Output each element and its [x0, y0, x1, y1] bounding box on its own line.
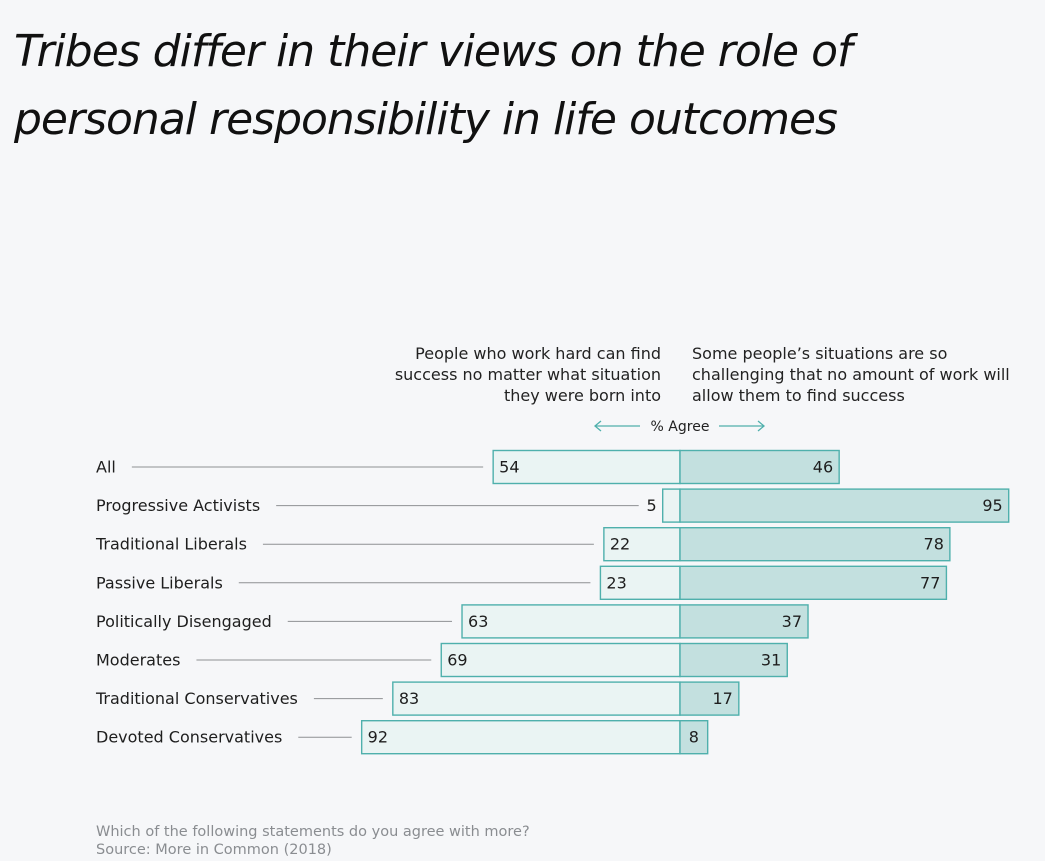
- chart-row: Progressive Activists 5 95: [96, 488, 1010, 523]
- right-value-label: 46: [813, 458, 833, 477]
- right-value-label: 95: [982, 496, 1002, 515]
- left-value-label: 63: [468, 612, 488, 631]
- chart-row: Traditional Conservatives 83 17: [95, 681, 740, 716]
- chart-row: Traditional Liberals 22 78: [95, 527, 951, 562]
- right-bar: [679, 449, 840, 485]
- chart-rows: All 54 46 Progressive Activists 5 95 Tradition…: [95, 449, 1010, 755]
- category-label: Traditional Liberals: [95, 535, 247, 554]
- left-value-label: 23: [606, 573, 626, 592]
- left-statement-header: People who work hard can find success no…: [394, 344, 661, 405]
- axis-label: % Agree: [651, 419, 710, 435]
- right-value-label: 78: [924, 535, 944, 554]
- category-label: Traditional Conservatives: [95, 689, 298, 708]
- right-bar: [679, 488, 1010, 523]
- left-bar: [492, 449, 681, 485]
- right-bar: [679, 720, 709, 755]
- left-value-label: 83: [399, 689, 419, 708]
- left-bar: [440, 642, 681, 678]
- right-bar: [679, 604, 809, 639]
- right-bar: [679, 527, 951, 562]
- left-value-label: 54: [499, 458, 519, 477]
- left-bar: [599, 565, 681, 600]
- right-value-label: 8: [689, 728, 699, 747]
- footer-question: Which of the following statements do you…: [96, 824, 530, 840]
- left-bar: [360, 720, 681, 755]
- chart-row: Passive Liberals 23 77: [96, 565, 948, 600]
- footer-source: Source: More in Common (2018): [96, 842, 332, 858]
- right-bar: [679, 565, 948, 600]
- chart-row: Moderates 69 31: [96, 642, 788, 678]
- left-arrowhead-icon: [593, 420, 602, 432]
- chart-row: Devoted Conservatives 92 8: [96, 720, 709, 755]
- category-label: Passive Liberals: [96, 573, 223, 592]
- category-label: Politically Disengaged: [96, 612, 272, 631]
- left-bar: [461, 604, 681, 639]
- left-value-label: 92: [368, 728, 388, 747]
- left-bar: [603, 527, 681, 562]
- right-arrowhead-icon: [757, 420, 766, 432]
- left-bar: [392, 681, 681, 716]
- category-label: All: [96, 458, 116, 477]
- right-bar: [679, 642, 788, 678]
- chart-row: All 54 46: [96, 449, 840, 485]
- chart-title: Tribes differ in their views on the role…: [14, 26, 853, 145]
- chart-row: Politically Disengaged 63 37: [96, 604, 809, 639]
- left-bar: [662, 488, 681, 523]
- agree-axis-indicator: % Agree: [593, 419, 766, 435]
- category-label: Moderates: [96, 651, 180, 670]
- right-bar: [679, 681, 740, 716]
- right-value-label: 31: [761, 651, 781, 670]
- category-label: Progressive Activists: [96, 496, 260, 515]
- left-value-label: 5: [647, 496, 657, 515]
- right-value-label: 77: [920, 573, 940, 592]
- right-value-label: 17: [712, 689, 732, 708]
- chart-footer: Which of the following statements do you…: [96, 823, 530, 859]
- right-value-label: 37: [782, 612, 802, 631]
- right-statement-header: Some people’s situations are so challeng…: [692, 344, 1010, 405]
- category-label: Devoted Conservatives: [96, 728, 282, 747]
- left-value-label: 22: [610, 535, 630, 554]
- left-value-label: 69: [447, 651, 467, 670]
